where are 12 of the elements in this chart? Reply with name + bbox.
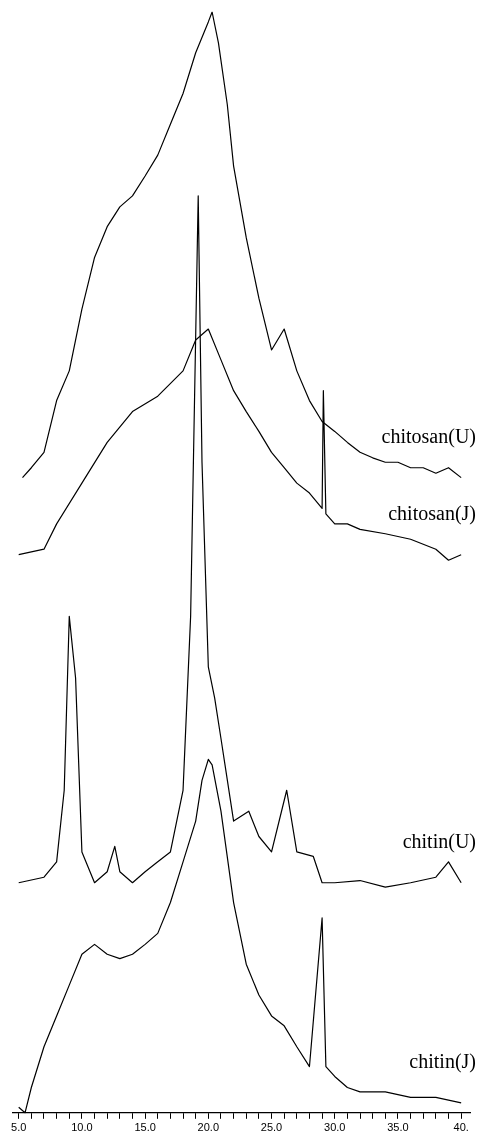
x-tick-label: 25.0 [260,1121,283,1134]
series-label: chitosan(U) [381,424,476,448]
x-tick-label: 15.0 [134,1121,156,1134]
x-tick-label: 20.0 [197,1121,220,1134]
x-tick-label: 40. [453,1121,469,1134]
x-tick-label: 5.0 [11,1121,27,1134]
series-label: chitin(J) [409,1050,476,1074]
x-tick-label: 30.0 [324,1121,346,1134]
series-label: chitin(U) [402,829,476,853]
series-label: chitosan(J) [388,501,476,525]
x-tick-label: 35.0 [387,1121,409,1134]
x-tick-label: 10.0 [71,1121,93,1134]
